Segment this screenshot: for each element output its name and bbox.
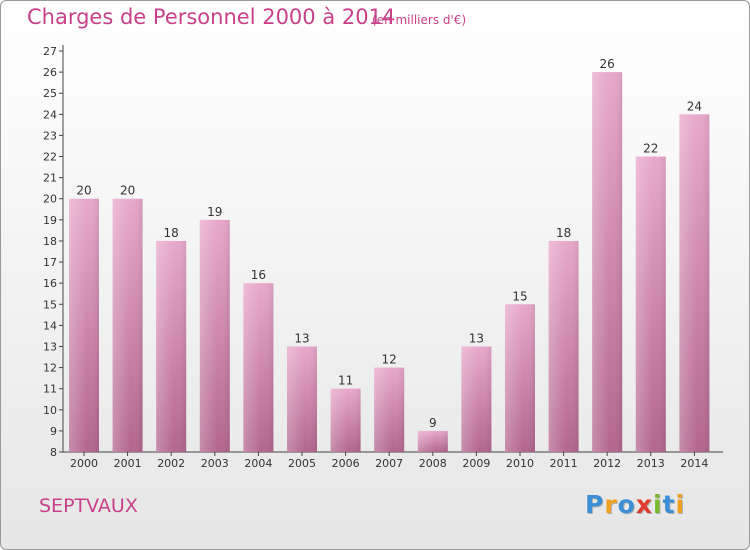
x-tick-label: 2000 (70, 457, 98, 470)
bar-shade (635, 156, 666, 453)
y-tick-label: 10 (43, 404, 57, 417)
location-name: SEPTVAUX (39, 495, 138, 517)
bar-shade (461, 346, 492, 452)
bar-shade (417, 430, 448, 452)
bar-shade (548, 240, 579, 452)
brand-letter: P (585, 490, 605, 519)
y-tick-label: 27 (43, 45, 57, 58)
x-tick-label: 2001 (114, 457, 142, 470)
y-tick-label: 19 (43, 214, 57, 227)
bar-shade (112, 198, 143, 452)
chart-subtitle: (en milliers d'€) (372, 13, 467, 27)
x-tick-label: 2011 (550, 457, 578, 470)
y-tick-label: 16 (43, 277, 57, 290)
x-tick-label: 2004 (244, 457, 272, 470)
brand-letter: i (675, 490, 686, 519)
x-tick-label: 2002 (157, 457, 185, 470)
y-tick-label: 22 (43, 151, 57, 164)
bar-value-label: 19 (207, 205, 222, 219)
x-tick-label: 2008 (419, 457, 447, 470)
bar-shade (592, 72, 623, 453)
brand-logo: Proxiti (585, 490, 685, 519)
y-tick-label: 25 (43, 87, 57, 100)
y-tick-label: 9 (50, 425, 57, 438)
brand-letter: t (662, 490, 676, 519)
bar-value-label: 16 (251, 268, 266, 282)
x-tick-label: 2007 (375, 457, 403, 470)
x-tick-label: 2005 (288, 457, 316, 470)
bar-shade (199, 219, 230, 452)
bar-value-label: 13 (294, 331, 309, 345)
y-tick-label: 11 (43, 383, 57, 396)
brand-letter: x (635, 490, 653, 519)
bar-shade (287, 346, 317, 452)
y-tick-label: 15 (43, 298, 57, 311)
x-tick-label: 2013 (637, 457, 665, 470)
bar-value-label: 13 (469, 331, 484, 345)
bar-shade (156, 240, 187, 452)
y-tick-label: 23 (43, 129, 57, 142)
y-tick-label: 26 (43, 66, 57, 79)
bar-value-label: 15 (512, 289, 527, 303)
x-tick-label: 2009 (462, 457, 490, 470)
bar-value-label: 11 (338, 374, 353, 388)
bar-value-label: 22 (643, 142, 658, 156)
x-tick-label: 2012 (593, 457, 621, 470)
bar-value-label: 20 (76, 184, 91, 198)
x-tick-label: 2014 (680, 457, 708, 470)
bar-value-label: 18 (556, 226, 571, 240)
bar-shade (505, 304, 535, 452)
bar-value-label: 26 (600, 57, 615, 71)
bar-shade (679, 114, 710, 452)
y-tick-label: 20 (43, 193, 57, 206)
y-tick-label: 21 (43, 172, 57, 185)
bar-value-label: 20 (120, 184, 135, 198)
brand-letter: i (653, 490, 663, 519)
x-tick-label: 2006 (332, 457, 360, 470)
y-tick-label: 13 (43, 340, 57, 353)
y-tick-label: 12 (43, 362, 57, 375)
bar-value-label: 18 (164, 226, 179, 240)
y-tick-label: 24 (43, 108, 57, 121)
bar-value-label: 12 (382, 353, 397, 367)
y-tick-label: 8 (50, 446, 57, 459)
bar-value-label: 9 (429, 416, 437, 430)
x-tick-label: 2010 (506, 457, 534, 470)
bar-value-label: 24 (687, 99, 702, 113)
y-tick-label: 14 (43, 319, 57, 332)
bar-shade (374, 367, 405, 452)
brand-letter: r (604, 490, 618, 519)
y-tick-label: 18 (43, 235, 57, 248)
bar-shade (330, 388, 361, 452)
y-tick-label: 17 (43, 256, 57, 269)
bar-shade (243, 283, 274, 452)
chart-title: Charges de Personnel 2000 à 2014 (27, 5, 396, 29)
bar-shade (69, 198, 99, 452)
brand-letter: o (617, 490, 636, 519)
x-tick-label: 2003 (201, 457, 229, 470)
